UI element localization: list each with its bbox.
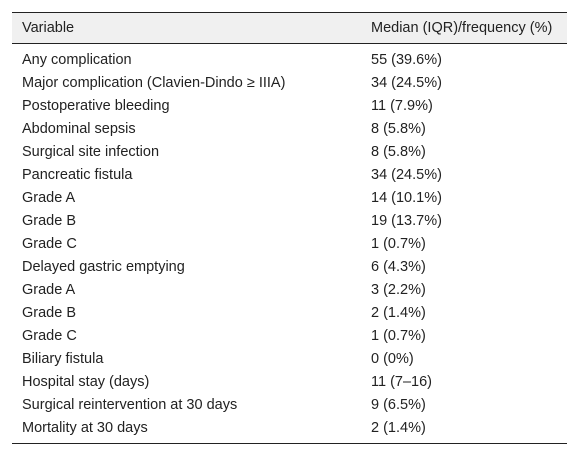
header-cell: Median (IQR)/frequency (%) <box>371 12 567 44</box>
row: Grade A 3 (2.2%) <box>12 278 567 301</box>
row: Delayed gastric emptying 6 (4.3%) <box>12 255 567 278</box>
table-wrap: Variable Median (IQR)/frequency (%) Any … <box>12 12 567 444</box>
cell: Grade A <box>22 189 76 206</box>
cell: Major complication (Clavien-Dindo ≥ IIIA… <box>22 74 286 91</box>
row: Grade B 19 (13.7%) <box>12 209 567 232</box>
row: Surgical site infection 8 (5.8%) <box>12 140 567 163</box>
cell: Surgical reintervention at 30 days <box>22 396 238 413</box>
row: Grade A 14 (10.1%) <box>12 186 567 209</box>
row: Major complication (Clavien-Dindo ≥ IIIA… <box>12 71 567 94</box>
row: Any complication 55 (39.6%) <box>12 44 567 72</box>
table: Variable Median (IQR)/frequency (%) Any … <box>12 12 567 444</box>
cell: Any complication <box>22 51 132 68</box>
cell: Biliary fistula <box>22 350 104 367</box>
cell: Grade C <box>22 327 77 344</box>
row: Abdominal sepsis 8 (5.8%) <box>12 117 567 140</box>
cell: 9 (6.5%) <box>371 396 426 413</box>
cell: 6 (4.3%) <box>371 258 426 275</box>
cell: 1 (0.7%) <box>371 327 426 344</box>
cell: Grade B <box>22 212 76 229</box>
table-body: Any complication 55 (39.6%) Major complica… <box>12 44 567 444</box>
cell: 19 (13.7%) <box>371 212 442 229</box>
header-cell: Variable <box>12 12 371 44</box>
row: Grade C 1 (0.7%) <box>12 324 567 347</box>
cell: 8 (5.8%) <box>371 143 426 160</box>
cell: 3 (2.2%) <box>371 281 426 298</box>
row: Surgical reintervention at 30 days 9 (6.5… <box>12 393 567 416</box>
cell: 2 (1.4%) <box>371 416 567 444</box>
cell: Surgical site infection <box>22 143 160 160</box>
cell: 34 (24.5%) <box>371 74 442 91</box>
cell: Hospital stay (days) <box>22 373 150 390</box>
header-row: Variable Median (IQR)/frequency (%) <box>12 12 567 44</box>
cell: 2 (1.4%) <box>371 304 426 321</box>
row: Postoperative bleeding 11 (7.9%) <box>12 94 567 117</box>
cell: 0 (0%) <box>371 350 414 367</box>
cell: 1 (0.7%) <box>371 235 426 252</box>
cell: 34 (24.5%) <box>371 166 442 183</box>
cell: Grade B <box>22 304 76 321</box>
cell: Abdominal sepsis <box>22 120 136 137</box>
row: Grade B 2 (1.4%) <box>12 301 567 324</box>
row: Biliary fistula 0 (0%) <box>12 347 567 370</box>
row: Hospital stay (days) 11 (7–16) <box>12 370 567 393</box>
row: Grade C 1 (0.7%) <box>12 232 567 255</box>
cell: Pancreatic fistula <box>22 166 133 183</box>
cell: Grade A <box>22 281 76 298</box>
cell: Postoperative bleeding <box>22 97 170 114</box>
cell: 55 (39.6%) <box>371 51 442 68</box>
cell: 14 (10.1%) <box>371 189 442 206</box>
cell: Grade C <box>22 235 77 252</box>
cell: 8 (5.8%) <box>371 120 426 137</box>
cell: 11 (7.9%) <box>371 97 433 114</box>
cell: Mortality at 30 days <box>12 416 371 444</box>
cell: 11 (7–16) <box>371 373 432 390</box>
row: Mortality at 30 days 2 (1.4%) <box>12 416 567 444</box>
cell: Delayed gastric emptying <box>22 258 185 275</box>
row: Pancreatic fistula 34 (24.5%) <box>12 163 567 186</box>
